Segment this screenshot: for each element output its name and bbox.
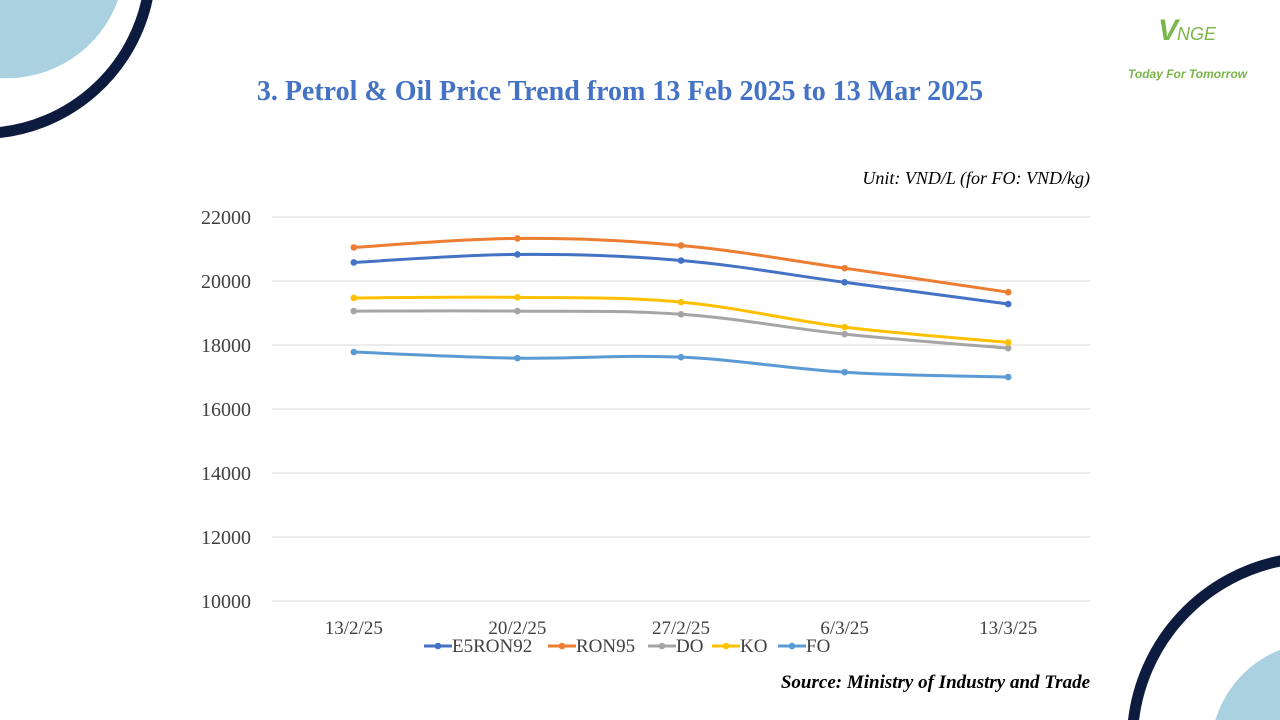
- data-point: [1004, 288, 1012, 296]
- data-point: [514, 235, 521, 242]
- legend-marker: [558, 642, 566, 650]
- series-ron95: [350, 235, 1012, 296]
- legend-item: FO: [778, 636, 830, 657]
- data-point: [350, 244, 358, 251]
- company-logo: VNGE: [1158, 14, 1216, 48]
- legend-label: E5RON92: [452, 636, 532, 657]
- series-lines: [350, 235, 1012, 381]
- data-point: [677, 298, 685, 306]
- page-title: 3. Petrol & Oil Price Trend from 13 Feb …: [256, 76, 984, 107]
- logo-tagline: Today For Tomorrow: [1128, 67, 1248, 81]
- x-tick-label: 27/2/25: [652, 618, 710, 639]
- bottom-right-light-blue-arc: [1215, 649, 1280, 720]
- data-point: [1004, 373, 1012, 381]
- data-point: [514, 251, 521, 258]
- data-point: [350, 307, 358, 315]
- source-note: Source: Ministry of Industry and Trade: [780, 672, 1090, 693]
- legend-marker: [788, 642, 796, 650]
- legend-marker: [658, 642, 666, 650]
- data-point: [514, 354, 521, 362]
- logo-mark-nge: NGE: [1177, 24, 1217, 44]
- y-tick-label: 10000: [201, 591, 251, 613]
- data-point: [350, 294, 358, 302]
- top-left-navy-arc: [0, 0, 153, 138]
- legend-item: E5RON92: [424, 636, 532, 657]
- data-point: [350, 348, 358, 356]
- legend-label: KO: [740, 636, 767, 657]
- unit-note: Unit: VND/L (for FO: VND/kg): [862, 168, 1090, 188]
- bottom-right-navy-arc: [1128, 555, 1280, 720]
- legend-label: DO: [676, 636, 703, 657]
- legend-marker: [722, 642, 730, 650]
- y-tick-label: 22000: [201, 207, 251, 229]
- data-point: [1004, 339, 1012, 346]
- x-tick-label: 13/3/25: [979, 618, 1037, 639]
- data-point: [841, 330, 848, 338]
- data-point: [841, 323, 848, 331]
- y-tick-label: 18000: [201, 335, 251, 357]
- x-tick-label: 20/2/25: [488, 618, 546, 639]
- data-point: [514, 294, 521, 301]
- y-tick-label: 20000: [201, 271, 251, 293]
- legend-label: RON95: [576, 636, 635, 657]
- x-tick-label: 6/3/25: [820, 618, 869, 639]
- legend-label: FO: [806, 636, 830, 657]
- top-left-light-blue-arc: [0, 0, 118, 79]
- legend: E5RON92 RON95 DO KO FO: [424, 636, 830, 657]
- y-tick-label: 12000: [201, 527, 251, 549]
- data-point: [514, 307, 521, 315]
- legend-marker: [434, 642, 442, 650]
- series-ko: [350, 294, 1012, 346]
- y-tick-label: 14000: [201, 463, 251, 485]
- data-point: [841, 264, 848, 272]
- legend-item: RON95: [548, 636, 635, 657]
- data-point: [677, 242, 685, 249]
- data-point: [1004, 344, 1012, 352]
- data-point: [677, 310, 685, 318]
- series-e5ron92: [350, 251, 1012, 308]
- data-point: [1004, 300, 1012, 308]
- x-tick-label: 13/2/25: [325, 618, 383, 639]
- logo-mark-v: V: [1158, 14, 1178, 47]
- data-point: [841, 368, 848, 376]
- y-axis-tick-labels: 22000 20000 18000 16000 14000 12000 10000: [201, 207, 251, 613]
- x-axis-tick-labels: 13/2/25 20/2/25 27/2/25 6/3/25 13/3/25: [325, 618, 1037, 639]
- y-tick-label: 16000: [201, 399, 251, 421]
- legend-item: DO: [648, 636, 703, 657]
- data-point: [841, 278, 848, 286]
- series-fo: [350, 348, 1012, 381]
- series-do: [350, 307, 1012, 352]
- data-point: [350, 259, 358, 266]
- legend-item: KO: [712, 636, 767, 657]
- data-point: [677, 257, 685, 264]
- data-point: [677, 353, 685, 361]
- grid-lines: [272, 216, 1090, 602]
